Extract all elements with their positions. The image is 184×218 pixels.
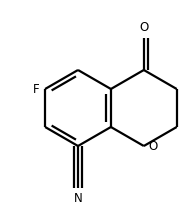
Text: N: N <box>74 192 82 205</box>
Text: O: O <box>149 140 158 153</box>
Text: O: O <box>139 21 148 34</box>
Text: F: F <box>32 82 39 95</box>
